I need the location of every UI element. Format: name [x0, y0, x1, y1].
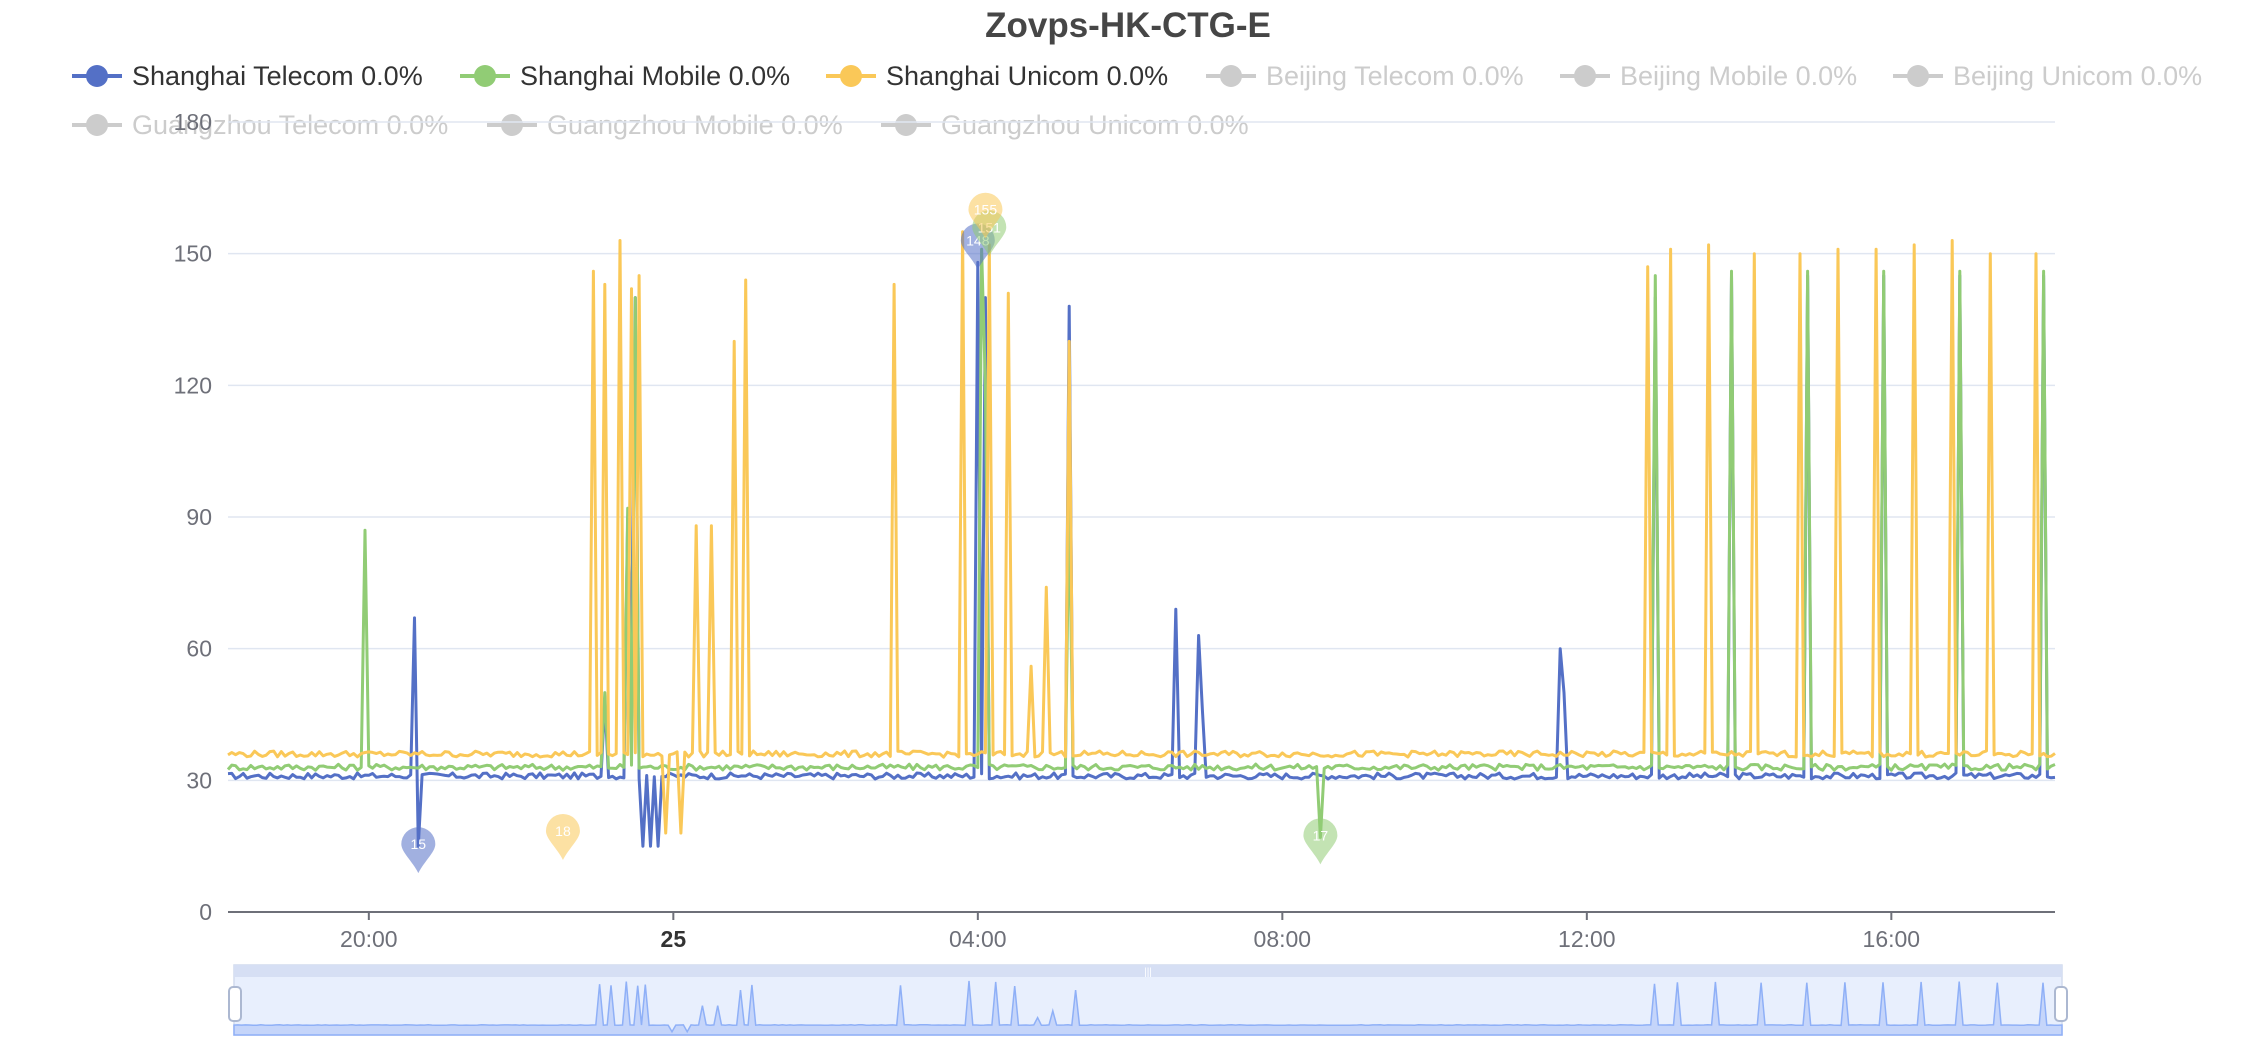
data-zoom-right-handle[interactable]	[2054, 986, 2068, 1022]
y-tick-label: 0	[199, 899, 212, 925]
legend-dot-icon	[86, 65, 108, 87]
legend-label: Beijing Telecom 0.0%	[1266, 61, 1524, 91]
legend-item[interactable]: Guangzhou Mobile 0.0%	[487, 110, 843, 140]
x-tick-label: 25	[661, 926, 687, 952]
legend-dot-icon	[1907, 65, 1929, 87]
legend-item[interactable]: Guangzhou Unicom 0.0%	[881, 110, 1249, 140]
marker-pin	[968, 192, 1003, 239]
data-zoom-slider[interactable]: |||	[228, 964, 2068, 1036]
legend-label: Shanghai Telecom 0.0%	[132, 61, 423, 91]
legend-label: Shanghai Mobile 0.0%	[520, 61, 790, 91]
marker-label: 155	[974, 202, 998, 218]
legend-dot-icon	[840, 65, 862, 87]
y-tick-label: 150	[174, 241, 212, 267]
plot-area	[226, 230, 2056, 848]
x-tick-label: 20:00	[340, 926, 398, 952]
legend-label: Beijing Unicom 0.0%	[1953, 61, 2202, 91]
legend-dot-icon	[895, 114, 917, 136]
legend-dot-icon	[1574, 65, 1596, 87]
series-line-2	[227, 230, 2056, 835]
legend-label: Guangzhou Unicom 0.0%	[941, 110, 1249, 140]
grid-lines	[228, 121, 2055, 782]
marker-pin	[1303, 818, 1338, 865]
markers: 151817148151155	[401, 192, 1338, 874]
legend-item[interactable]: Shanghai Unicom 0.0%	[826, 61, 1168, 91]
y-axis: 0 30 60 90 120 150 180	[174, 109, 212, 925]
legend: Shanghai Telecom 0.0% Shanghai Mobile 0.0…	[72, 61, 2202, 140]
marker-label: 17	[1313, 827, 1329, 843]
legend-label: Guangzhou Mobile 0.0%	[547, 110, 843, 140]
marker-pin	[401, 827, 436, 874]
x-axis: 20:00 25 04:00 08:00 12:00 16:00	[228, 911, 2055, 952]
legend-dot-icon	[86, 114, 108, 136]
legend-item[interactable]: Beijing Unicom 0.0%	[1893, 61, 2202, 91]
legend-item[interactable]: Beijing Mobile 0.0%	[1560, 61, 1857, 91]
x-tick-label: 16:00	[1863, 926, 1921, 952]
y-tick-label: 90	[186, 504, 212, 530]
marker-pin	[545, 814, 580, 860]
y-tick-label: 120	[174, 372, 212, 398]
legend-item[interactable]: Shanghai Telecom 0.0%	[72, 61, 423, 91]
legend-item[interactable]: Beijing Telecom 0.0%	[1206, 61, 1524, 91]
data-zoom-left-handle[interactable]	[228, 986, 242, 1022]
legend-label: Guangzhou Telecom 0.0%	[132, 110, 448, 140]
legend-item[interactable]: Shanghai Mobile 0.0%	[460, 61, 790, 91]
y-tick-label: 60	[186, 636, 212, 662]
y-tick-label: 30	[186, 767, 212, 793]
x-tick-label: 12:00	[1558, 926, 1616, 952]
legend-label: Shanghai Unicom 0.0%	[886, 61, 1168, 91]
legend-dot-icon	[474, 65, 496, 87]
series-line-1	[226, 247, 2056, 839]
data-zoom-top-bar	[234, 965, 2062, 977]
marker-label: 18	[555, 823, 571, 839]
legend-dot-icon	[1220, 65, 1242, 87]
data-zoom-preview	[233, 980, 2063, 1036]
legend-item[interactable]: Guangzhou Telecom 0.0%	[72, 110, 448, 140]
y-tick-label: 180	[174, 109, 212, 135]
marker-label: 15	[411, 836, 427, 852]
chart-title: Zovps-HK-CTG-E	[985, 6, 1271, 45]
legend-dot-icon	[501, 114, 523, 136]
series-line-0	[227, 260, 2056, 848]
legend-label: Beijing Mobile 0.0%	[1620, 61, 1857, 91]
data-zoom-move-handle: |||	[1144, 967, 1152, 978]
x-tick-label: 04:00	[949, 926, 1007, 952]
x-tick-label: 08:00	[1254, 926, 1312, 952]
